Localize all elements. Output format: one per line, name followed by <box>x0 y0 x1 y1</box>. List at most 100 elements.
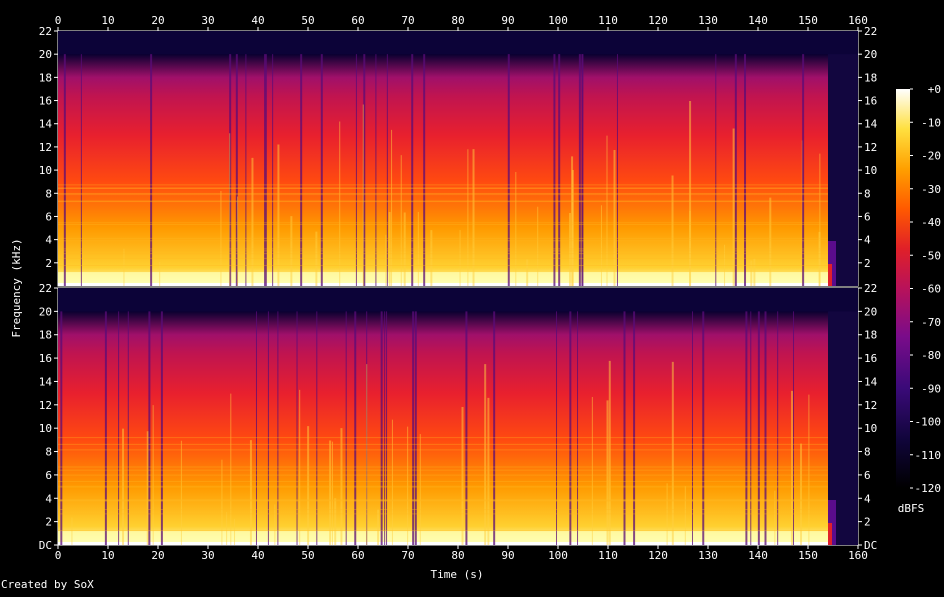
x-tick-label-top: 140 <box>748 14 768 27</box>
y-tick-label: 10 <box>39 164 52 177</box>
x-tick-label: 150 <box>798 549 818 562</box>
y-tick-label-right: 6 <box>864 469 871 482</box>
x-tick-label: 110 <box>598 549 618 562</box>
colorbar-tick-label: -80 <box>921 349 941 362</box>
y-axis-label: Frequency (kHz) <box>10 238 23 337</box>
y-tick-label: DC <box>39 539 52 552</box>
spectrogram-channel-2 <box>58 288 858 545</box>
y-tick-label: 4 <box>45 492 52 505</box>
x-tick-label: 0 <box>55 549 62 562</box>
x-tick-label: 120 <box>648 549 668 562</box>
x-tick-label: 140 <box>748 549 768 562</box>
colorbar-tick-label: -90 <box>921 382 941 395</box>
y-tick-label: 20 <box>39 305 52 318</box>
y-tick-label-right: 20 <box>864 305 877 318</box>
spectrogram-dc-line <box>58 283 828 286</box>
y-tick-label: 16 <box>39 95 52 108</box>
y-tick-label-right: 10 <box>864 164 877 177</box>
y-tick-label-right: 14 <box>864 118 878 131</box>
x-tick-label: 30 <box>201 549 214 562</box>
y-tick-label-right: 4 <box>864 492 871 505</box>
colorbar-tick-label: -40 <box>921 216 941 229</box>
colorbar-tick-label: -30 <box>921 183 941 196</box>
spectrogram-low-band <box>58 272 828 286</box>
y-tick-label-right: 22 <box>864 25 877 38</box>
y-tick-label-right: 4 <box>864 234 871 247</box>
x-tick-label-top: 40 <box>251 14 264 27</box>
y-tick-label: 14 <box>39 375 53 388</box>
y-tick-label: 18 <box>39 329 52 342</box>
spectrogram-tail-energy <box>828 241 836 286</box>
y-tick-label: 8 <box>45 446 52 459</box>
spectrogram-energy-region <box>58 54 828 286</box>
spectrogram-tail-energy <box>828 500 836 545</box>
spectrogram-tail-energy <box>828 264 832 286</box>
y-tick-label: 4 <box>45 234 52 247</box>
y-tick-label-right: 2 <box>864 257 871 270</box>
x-tick-label: 20 <box>151 549 164 562</box>
x-tick-label-top: 150 <box>798 14 818 27</box>
x-tick-label: 60 <box>351 549 364 562</box>
y-tick-label-right: DC <box>864 539 877 552</box>
colorbar-tick-label: -100 <box>915 416 942 429</box>
y-tick-label-right: 6 <box>864 210 871 223</box>
x-tick-label: 70 <box>401 549 414 562</box>
x-tick-label: 10 <box>101 549 114 562</box>
y-tick-label: 16 <box>39 352 52 365</box>
y-tick-label-right: 16 <box>864 352 877 365</box>
y-tick-label-right: 8 <box>864 187 871 200</box>
y-tick-label-right: 16 <box>864 95 877 108</box>
colorbar-tick-label: -110 <box>915 449 942 462</box>
colorbar-tick-label: -20 <box>921 150 941 163</box>
x-tick-label-top: 30 <box>201 14 214 27</box>
spectrogram-tail-energy <box>828 523 832 545</box>
x-tick-label-top: 90 <box>501 14 514 27</box>
x-tick-label-top: 10 <box>101 14 114 27</box>
y-tick-label-right: 18 <box>864 71 877 84</box>
y-tick-label-right: 12 <box>864 141 877 154</box>
colorbar-label: dBFS <box>898 502 925 515</box>
x-tick-label: 90 <box>501 549 514 562</box>
credit-text: Created by SoX <box>1 578 94 591</box>
y-tick-label-right: 10 <box>864 422 877 435</box>
x-tick-label: 80 <box>451 549 464 562</box>
y-tick-label: 18 <box>39 71 52 84</box>
colorbar-tick-label: -10 <box>921 116 941 129</box>
y-tick-label: 14 <box>39 118 53 131</box>
x-tick-label-top: 130 <box>698 14 718 27</box>
colorbar-tick-label: -50 <box>921 249 941 262</box>
x-tick-label-top: 100 <box>548 14 568 27</box>
x-axis-label: Time (s) <box>431 568 484 581</box>
x-tick-label: 50 <box>301 549 314 562</box>
y-tick-label: 22 <box>39 282 52 295</box>
y-tick-label: 2 <box>45 257 52 270</box>
y-tick-label-right: 12 <box>864 399 877 412</box>
y-tick-label: 8 <box>45 187 52 200</box>
x-tick-label: 160 <box>848 549 868 562</box>
colorbar-tick-label: -60 <box>921 283 941 296</box>
spectrogram-dc-line <box>58 542 828 545</box>
x-tick-label-top: 0 <box>55 14 62 27</box>
y-tick-label-right: 8 <box>864 446 871 459</box>
x-tick-label-top: 70 <box>401 14 414 27</box>
y-tick-label-right: 18 <box>864 329 877 342</box>
y-tick-label: 22 <box>39 25 52 38</box>
colorbar <box>896 89 910 488</box>
x-tick-label: 40 <box>251 549 264 562</box>
spectrogram-energy-region <box>58 311 828 545</box>
x-tick-label-top: 110 <box>598 14 618 27</box>
x-tick-label-top: 20 <box>151 14 164 27</box>
x-tick-label: 100 <box>548 549 568 562</box>
y-tick-label: 12 <box>39 141 52 154</box>
colorbar-tick-label: +0 <box>928 83 941 96</box>
colorbar-tick-label: -120 <box>915 482 942 495</box>
x-tick-label: 130 <box>698 549 718 562</box>
y-tick-label-right: 22 <box>864 282 877 295</box>
colorbar-tick-label: -70 <box>921 316 941 329</box>
y-tick-label-right: 2 <box>864 516 871 529</box>
y-tick-label: 20 <box>39 48 52 61</box>
x-tick-label-top: 120 <box>648 14 668 27</box>
x-tick-label-top: 60 <box>351 14 364 27</box>
